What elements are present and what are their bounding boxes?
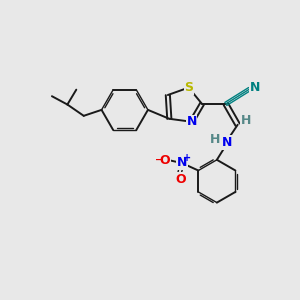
Text: S: S [184, 81, 193, 94]
Text: O: O [175, 172, 186, 186]
Text: H: H [210, 133, 220, 146]
Text: N: N [250, 81, 260, 94]
Text: N: N [177, 156, 187, 169]
Text: N: N [222, 136, 232, 149]
Text: −: − [155, 154, 163, 164]
Text: +: + [183, 153, 191, 163]
Text: H: H [241, 114, 251, 127]
Text: O: O [160, 154, 170, 166]
Text: N: N [186, 115, 197, 128]
